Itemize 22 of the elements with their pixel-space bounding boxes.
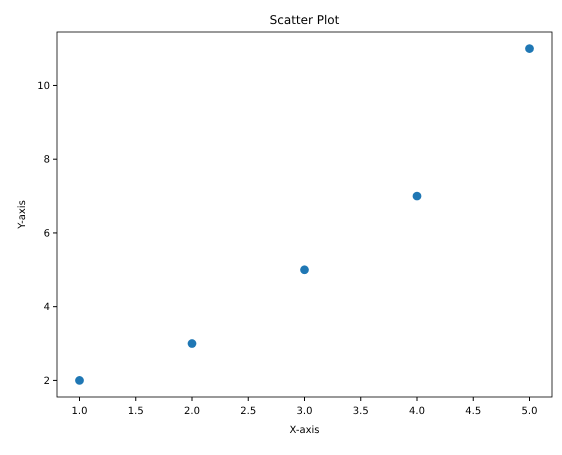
y-tick-label: 2: [44, 376, 50, 387]
chart-title: Scatter Plot: [270, 13, 340, 27]
y-tick-label: 6: [44, 228, 50, 240]
y-tick-label: 4: [44, 302, 50, 314]
x-tick-label: 3.0: [296, 406, 312, 417]
y-tick-label: 10: [37, 80, 50, 92]
x-tick-label: 5.0: [522, 406, 538, 417]
point: [525, 44, 534, 53]
x-tick-label: 4.0: [409, 406, 425, 417]
x-tick-label: 2.5: [240, 406, 256, 417]
x-axis-title: X-axis: [290, 425, 320, 436]
x-tick-label: 2.0: [184, 406, 200, 417]
x-tick-label: 1.0: [72, 406, 88, 417]
x-tick-label: 4.5: [465, 406, 482, 417]
point: [188, 339, 196, 348]
y-axis-title: Y-axis: [17, 200, 28, 230]
point: [412, 192, 422, 200]
point: [300, 265, 309, 274]
x-tick-label: 3.5: [352, 406, 369, 417]
y-tick-label: 8: [44, 154, 50, 166]
point: [75, 376, 84, 385]
x-tick-label: 1.5: [128, 406, 144, 417]
